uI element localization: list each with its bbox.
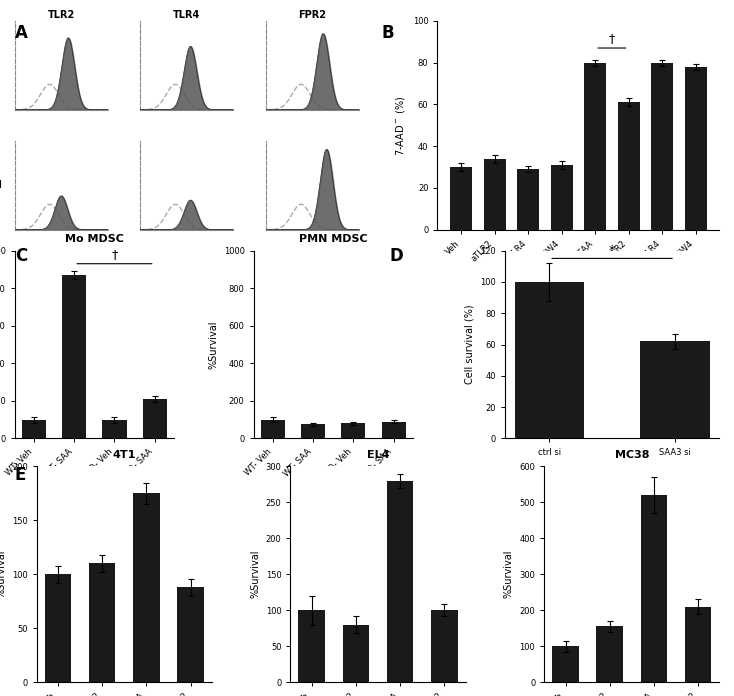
Text: D: D — [389, 247, 403, 265]
Bar — [261, 420, 285, 438]
Bar — [387, 481, 413, 682]
Text: A: A — [15, 24, 28, 42]
Bar — [142, 399, 167, 438]
Bar — [651, 63, 673, 230]
Title: Mo MDSC: Mo MDSC — [65, 235, 124, 244]
Bar — [22, 420, 46, 438]
Bar — [177, 587, 204, 682]
Bar — [343, 624, 369, 682]
Bar — [552, 646, 579, 682]
Title: 4T1: 4T1 — [112, 450, 136, 460]
Title: TLR4: TLR4 — [173, 10, 200, 20]
Bar — [133, 493, 159, 682]
Bar — [299, 610, 325, 682]
Y-axis label: %Survival: %Survival — [250, 550, 260, 599]
Bar — [685, 606, 711, 682]
Y-axis label: PMN: PMN — [0, 180, 2, 190]
Y-axis label: 7-AAD$^-$ (%): 7-AAD$^-$ (%) — [394, 95, 407, 155]
Bar — [484, 159, 506, 230]
Bar — [341, 423, 366, 438]
Bar — [618, 102, 639, 230]
Title: TLR2: TLR2 — [48, 10, 75, 20]
Bar — [550, 165, 573, 230]
Bar — [89, 564, 115, 682]
Bar — [515, 282, 584, 438]
Text: E: E — [15, 466, 26, 484]
Title: MC38: MC38 — [614, 450, 649, 460]
Text: †: † — [112, 248, 117, 261]
Y-axis label: %Survival: %Survival — [208, 320, 218, 369]
Bar — [517, 169, 539, 230]
Bar — [584, 63, 606, 230]
Bar — [45, 574, 71, 682]
Bar — [382, 422, 406, 438]
Bar — [431, 610, 457, 682]
Bar — [685, 67, 707, 230]
Bar — [641, 495, 667, 682]
Bar — [62, 275, 87, 438]
Text: *: * — [609, 244, 615, 257]
Bar — [102, 420, 126, 438]
Bar — [597, 626, 623, 682]
Text: †: † — [608, 32, 615, 45]
Bar — [640, 342, 710, 438]
Y-axis label: %Survival: %Survival — [504, 550, 514, 599]
Bar — [301, 425, 325, 438]
Y-axis label: Cell survival (%): Cell survival (%) — [465, 305, 475, 384]
Title: EL4: EL4 — [367, 450, 389, 460]
Text: C: C — [15, 247, 27, 265]
Title: PMN MDSC: PMN MDSC — [299, 235, 368, 244]
Y-axis label: %Survival: %Survival — [0, 550, 7, 599]
Bar — [450, 167, 472, 230]
Title: FPR2: FPR2 — [299, 10, 327, 20]
Text: B: B — [382, 24, 394, 42]
